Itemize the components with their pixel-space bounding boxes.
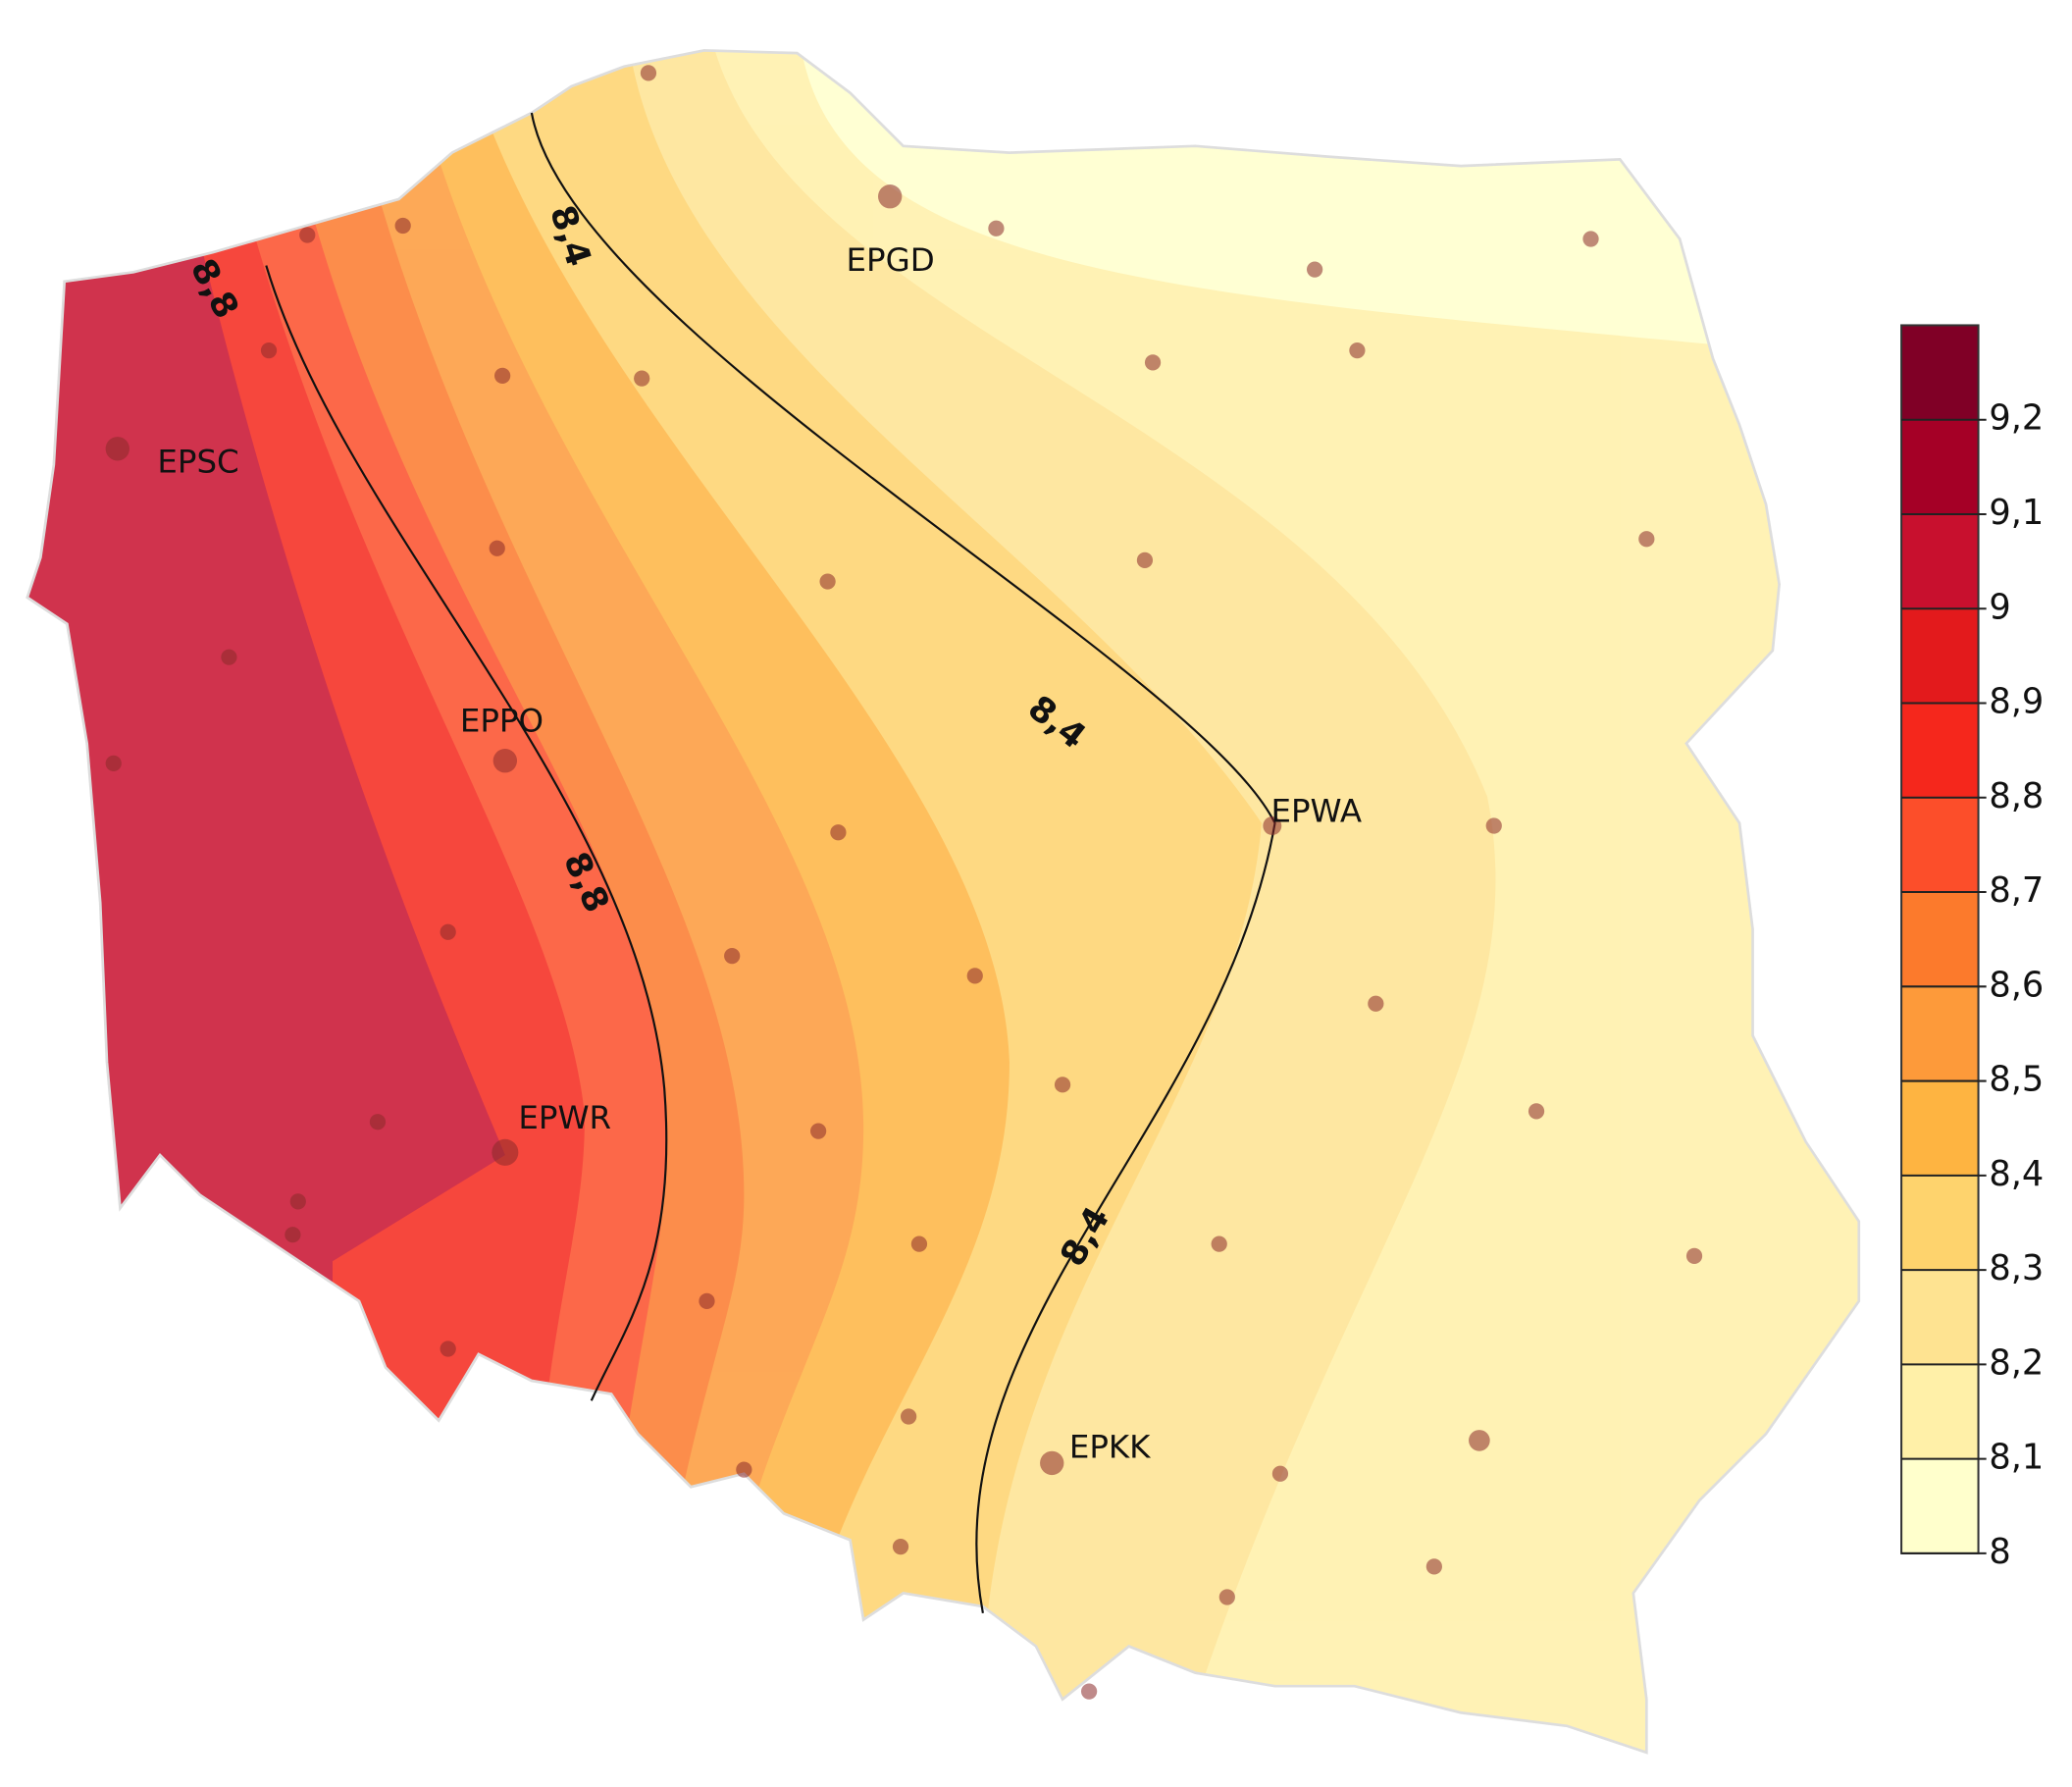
- tick-label: 8,4: [1989, 1154, 2044, 1194]
- tick-label: 8,1: [1989, 1438, 2044, 1478]
- station-label: EPKK: [1069, 1428, 1151, 1465]
- tick-label: 8,2: [1989, 1342, 2044, 1383]
- tick-label: 8,7: [1989, 870, 2044, 911]
- tick-label: 9,1: [1989, 493, 2044, 533]
- color-bin: [1901, 325, 1979, 420]
- color-bin: [1901, 513, 1979, 609]
- station-label: EPSC: [157, 444, 238, 481]
- color-bin: [1901, 703, 1979, 798]
- color-bin: [1901, 419, 1979, 514]
- tick-label: 9: [1989, 587, 2010, 627]
- station-label: EPGD: [847, 241, 935, 279]
- color-bin: [1901, 892, 1979, 987]
- tick-label: 8: [1989, 1532, 2010, 1572]
- tick-label: 8,5: [1989, 1060, 2044, 1100]
- tick-label: 8,8: [1989, 776, 2044, 816]
- color-bin: [1901, 1458, 1979, 1553]
- color-bin: [1901, 797, 1979, 893]
- station-dots: [105, 65, 1703, 1700]
- station-label: EPWR: [518, 1099, 611, 1136]
- tick-label: 9,2: [1989, 398, 2044, 439]
- color-bin: [1901, 1175, 1979, 1271]
- tick-label: 8,9: [1989, 682, 2044, 722]
- tick-label: 8,3: [1989, 1248, 2044, 1288]
- color-bin: [1901, 1270, 1979, 1365]
- color-bin: [1901, 1080, 1979, 1176]
- colorbar: 8 8,1 8,2 8,3 8,4 8,5 8,6 8,7 8,8 8,9 9 9,1 9,2: [1900, 324, 2044, 1572]
- tick-label: 8,6: [1989, 965, 2044, 1005]
- color-bin: [1901, 1364, 1979, 1459]
- contour-line: [265, 265, 668, 1401]
- color-bin: [1901, 608, 1979, 704]
- station-label: EPPO: [460, 702, 544, 739]
- station-label: EPWA: [1270, 792, 1362, 829]
- color-bin: [1901, 986, 1979, 1081]
